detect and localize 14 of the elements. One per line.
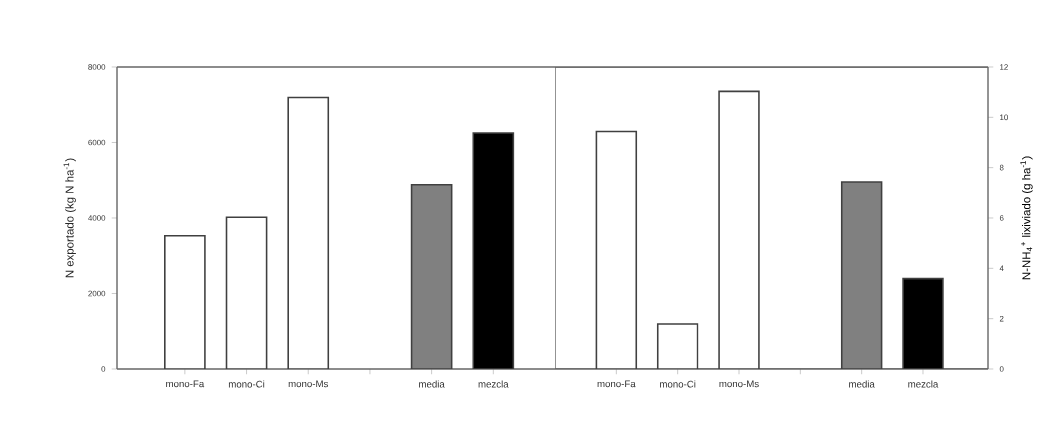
x-tick-label: mono-Ci: [660, 380, 696, 388]
x-tick-label: media: [849, 380, 875, 388]
y-axis-title: N exportado (kg N ha$^{-1}$): [63, 158, 76, 278]
bar: [718, 90, 760, 369]
x-tick-label: mezcla: [478, 380, 509, 388]
y-axis-title: N-NH$_{4}$$^{+}$ lixiviado (g ha$^{-1}$): [1020, 156, 1033, 280]
x-tick-label: mono-Fa: [597, 380, 636, 388]
bar: [656, 323, 699, 369]
x-tick-label: mono-Ms: [719, 380, 759, 388]
x-tick-label: mono-Fa: [166, 380, 205, 388]
x-tick-label: media: [419, 380, 445, 388]
x-tick-label: mezcla: [908, 380, 939, 388]
x-tick-label: mono-Ci: [228, 380, 265, 388]
x-tick-label: mono-Ms: [288, 380, 329, 388]
